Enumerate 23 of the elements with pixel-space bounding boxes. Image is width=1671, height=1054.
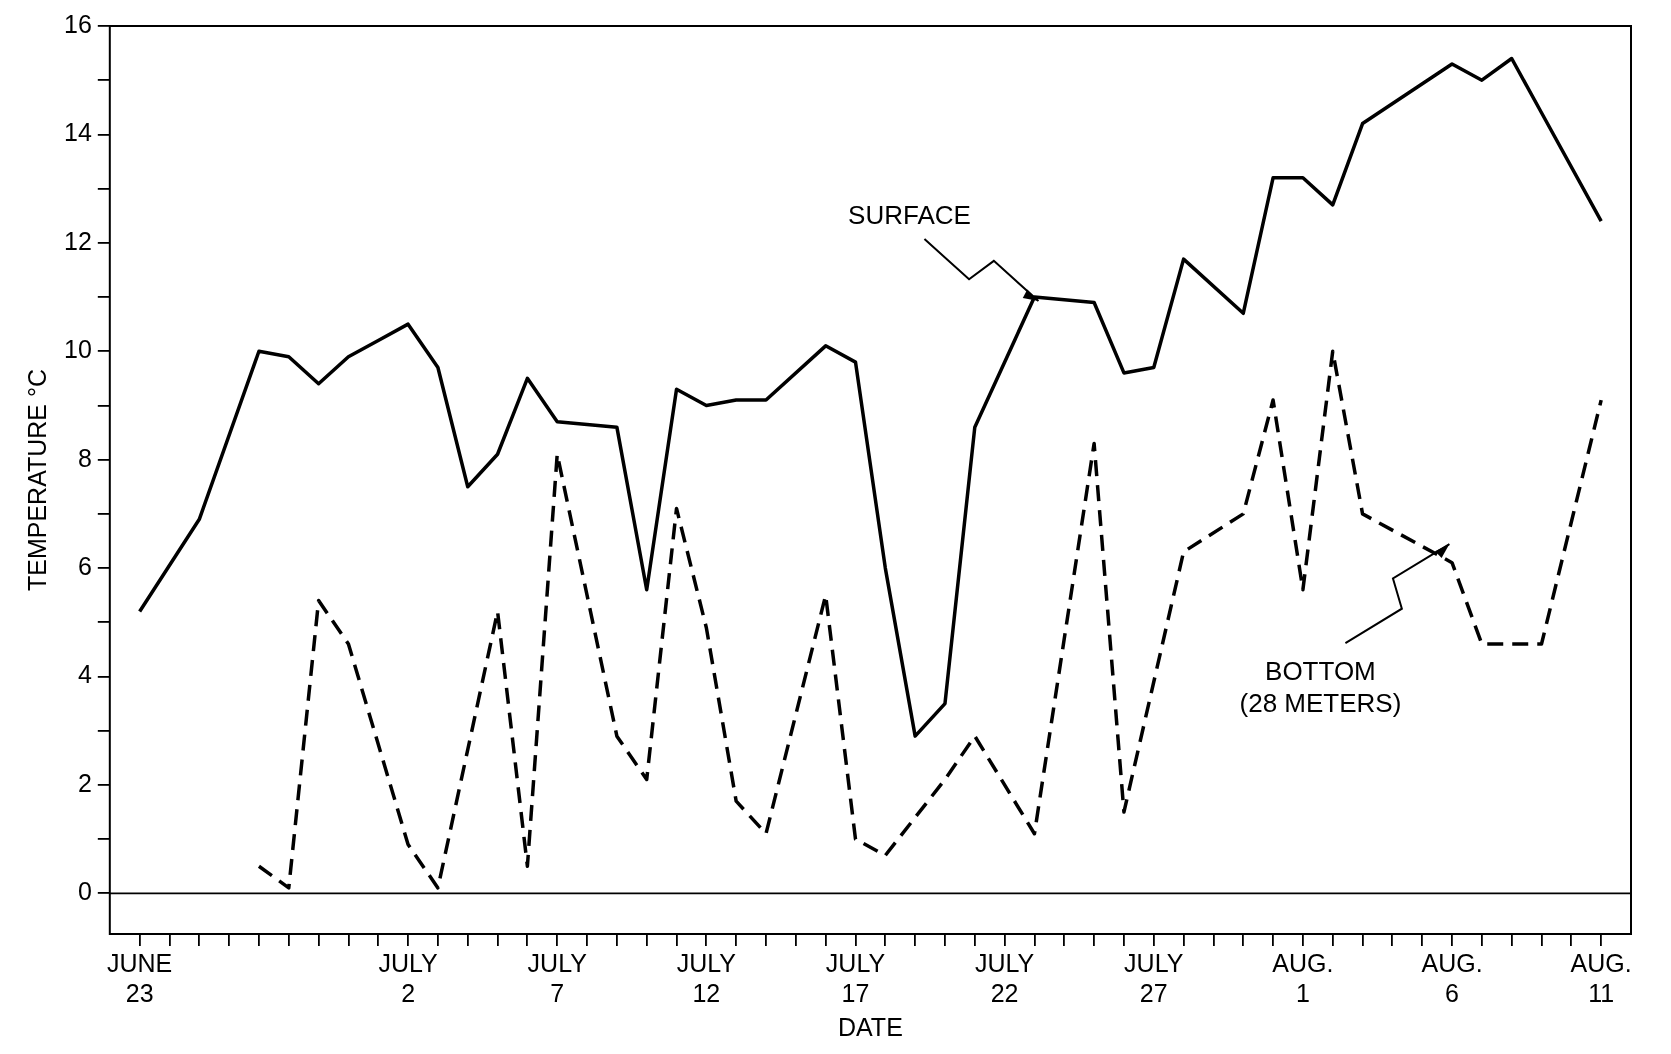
x-tick-label: JULY 12: [676, 948, 737, 1007]
x-tick-label: AUG. 6: [1421, 948, 1483, 1007]
x-tick-label: AUG. 1: [1272, 948, 1334, 1007]
y-tick-label: 0: [77, 877, 92, 906]
x-tick-label: AUG. 11: [1570, 948, 1632, 1007]
x-tick-label: JULY 17: [825, 948, 886, 1007]
x-tick-label: JULY 22: [974, 948, 1035, 1007]
y-tick-label: 4: [77, 660, 92, 689]
x-tick-label: JULY 27: [1124, 948, 1184, 1007]
y-tick-label: 14: [64, 118, 92, 147]
annotation: SURFACE: [848, 200, 971, 231]
y-tick-label: 2: [77, 768, 92, 797]
x-tick-label: JUNE 23: [106, 948, 173, 1007]
y-tick-label: 12: [64, 226, 92, 255]
y-axis-title: TEMPERATURE °C: [22, 368, 51, 592]
annotation: BOTTOM (28 METERS): [1239, 656, 1402, 719]
x-axis-title: DATE: [837, 1012, 903, 1041]
y-tick-label: 8: [77, 443, 92, 472]
y-tick-label: 16: [64, 9, 92, 38]
x-tick-label: JULY 7: [527, 948, 588, 1007]
y-tick-label: 6: [77, 551, 92, 580]
x-tick-label: JULY 2: [378, 948, 439, 1007]
y-tick-label: 10: [64, 335, 92, 364]
